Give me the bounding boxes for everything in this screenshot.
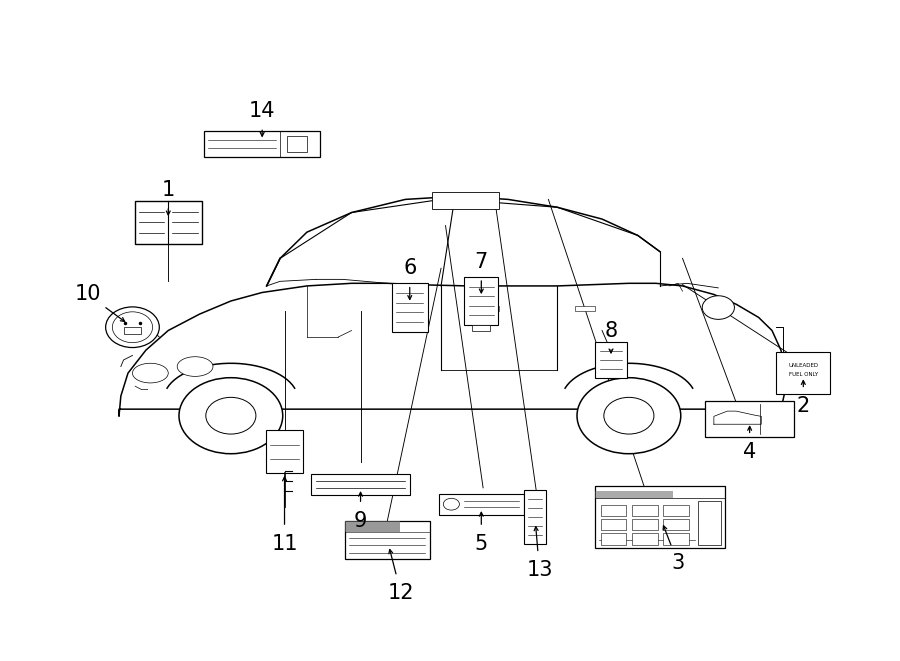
Bar — [595, 491, 673, 498]
Bar — [287, 136, 307, 151]
Bar — [432, 192, 500, 209]
Bar — [477, 305, 500, 311]
Text: UNLEADED: UNLEADED — [788, 363, 818, 368]
Text: FUEL ONLY: FUEL ONLY — [788, 372, 818, 377]
Bar — [777, 352, 830, 395]
Bar — [595, 342, 626, 378]
Text: 6: 6 — [403, 258, 417, 278]
Bar — [575, 305, 595, 311]
Bar — [345, 522, 430, 559]
Bar — [600, 505, 626, 516]
Bar — [600, 533, 626, 545]
Bar — [123, 327, 141, 334]
Bar — [439, 494, 524, 515]
Text: 11: 11 — [271, 533, 298, 553]
Ellipse shape — [132, 364, 168, 383]
Circle shape — [444, 498, 459, 510]
Bar — [524, 490, 546, 544]
Text: 9: 9 — [354, 510, 367, 531]
Ellipse shape — [105, 307, 159, 348]
Text: 5: 5 — [474, 533, 488, 553]
Bar — [663, 505, 689, 516]
Circle shape — [577, 377, 680, 453]
Text: 4: 4 — [743, 442, 756, 462]
Bar — [135, 201, 202, 244]
Circle shape — [604, 397, 654, 434]
Bar — [632, 533, 658, 545]
Bar — [472, 325, 490, 331]
Circle shape — [702, 295, 734, 319]
Text: 2: 2 — [796, 396, 810, 416]
Bar — [266, 430, 303, 473]
Bar — [392, 283, 428, 332]
Bar — [311, 474, 410, 495]
Bar — [600, 519, 626, 530]
Text: 1: 1 — [162, 180, 175, 200]
Bar — [698, 501, 721, 545]
Text: 12: 12 — [388, 583, 414, 603]
Bar — [632, 519, 658, 530]
Bar — [595, 486, 725, 498]
Bar — [204, 131, 320, 157]
Ellipse shape — [177, 357, 213, 376]
Text: 3: 3 — [671, 553, 685, 573]
Circle shape — [206, 397, 256, 434]
Text: 14: 14 — [249, 101, 275, 121]
Bar — [345, 522, 400, 531]
Bar — [595, 486, 725, 549]
Bar — [663, 533, 689, 545]
Bar — [705, 401, 795, 437]
Bar — [663, 519, 689, 530]
Text: 8: 8 — [605, 321, 617, 340]
Text: 10: 10 — [75, 284, 101, 305]
Ellipse shape — [112, 312, 153, 342]
Circle shape — [179, 377, 283, 453]
Bar — [121, 323, 148, 337]
Bar — [632, 505, 658, 516]
Text: 7: 7 — [474, 252, 488, 272]
Bar — [345, 522, 430, 531]
Text: 13: 13 — [526, 560, 553, 580]
Bar — [464, 278, 499, 325]
